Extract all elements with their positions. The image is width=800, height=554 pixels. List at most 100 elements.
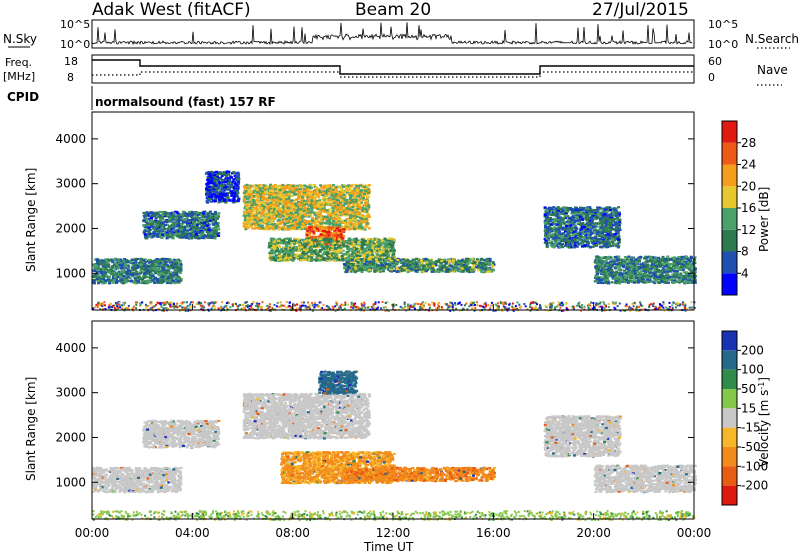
power-cell xyxy=(147,226,151,229)
power-cell xyxy=(345,207,349,210)
power-cell xyxy=(152,234,156,237)
power-cell xyxy=(294,220,298,223)
power-cell xyxy=(222,199,226,202)
power-cell xyxy=(181,210,185,213)
power-cell xyxy=(300,220,304,223)
power-cell xyxy=(323,234,327,237)
power-cell xyxy=(236,195,239,198)
power-cell xyxy=(325,243,329,246)
power-cell xyxy=(348,186,352,189)
power-cell xyxy=(202,210,206,213)
power-cell xyxy=(343,222,347,225)
power-cell xyxy=(228,199,232,202)
power-cell xyxy=(277,209,281,213)
power-cell xyxy=(318,199,322,202)
power-cell xyxy=(143,276,147,279)
power-cell xyxy=(334,234,338,237)
power-cell xyxy=(353,196,357,199)
power-cell xyxy=(281,214,285,217)
power-cell xyxy=(230,190,234,194)
power-cell xyxy=(302,212,306,215)
power-cell xyxy=(153,231,157,234)
power-cell xyxy=(230,182,234,185)
power-cell xyxy=(152,215,156,218)
power-cell xyxy=(345,218,349,221)
power-cell xyxy=(362,184,366,187)
power-cell xyxy=(228,179,232,182)
power-cell xyxy=(217,212,221,215)
power-cell xyxy=(305,185,309,188)
power-cell xyxy=(359,207,363,210)
power-cell xyxy=(341,199,345,202)
power-cell xyxy=(285,209,289,212)
power-cell xyxy=(331,228,335,231)
nsky-tick-top: 10^5 xyxy=(60,18,90,31)
power-cell xyxy=(125,270,129,273)
power-cell xyxy=(237,198,241,201)
power-cell xyxy=(244,226,248,229)
power-cell xyxy=(93,269,97,272)
power-cell xyxy=(126,279,130,282)
power-cell xyxy=(137,275,141,278)
power-cell xyxy=(364,224,368,227)
power-cell xyxy=(171,237,175,240)
power-cell xyxy=(354,226,358,229)
power-cell xyxy=(294,198,298,201)
power-cell xyxy=(316,204,320,207)
power-cell xyxy=(111,276,115,280)
power-cell xyxy=(331,186,335,189)
power-cell xyxy=(161,277,165,280)
power-cell xyxy=(365,225,369,228)
power-cell xyxy=(94,264,98,267)
power-cell xyxy=(214,212,218,215)
power-cell xyxy=(150,211,154,214)
power-cell xyxy=(271,202,275,205)
power-cell xyxy=(268,217,272,220)
power-cell xyxy=(155,258,159,261)
power-cell xyxy=(255,198,259,201)
power-cell xyxy=(347,226,351,229)
power-cell xyxy=(163,223,167,227)
power-cell xyxy=(341,237,345,240)
power-cell xyxy=(272,207,276,210)
power-cell xyxy=(264,189,268,192)
power-cell xyxy=(342,228,346,231)
power-cell xyxy=(321,243,325,246)
power-cell xyxy=(209,214,213,217)
power-cell xyxy=(113,275,117,279)
power-cell xyxy=(262,184,266,187)
power-cell xyxy=(295,215,299,218)
power-cell xyxy=(155,219,159,223)
power-cell xyxy=(271,197,275,200)
power-cell xyxy=(369,249,373,252)
power-cell xyxy=(332,236,336,239)
power-cell xyxy=(313,192,317,195)
power-cell xyxy=(337,213,341,216)
power-cell xyxy=(338,190,341,193)
power-cell xyxy=(283,222,287,225)
power-cell xyxy=(215,189,219,192)
power-cell xyxy=(218,181,221,184)
power-cell xyxy=(379,251,383,254)
power-cell xyxy=(190,212,194,215)
power-cell xyxy=(205,197,209,200)
power-cell xyxy=(253,192,257,195)
power-cell xyxy=(111,281,115,284)
power-cell xyxy=(110,271,114,274)
power-cell xyxy=(160,236,164,239)
power-cell xyxy=(171,218,175,221)
power-cell xyxy=(268,254,272,257)
power-cell xyxy=(343,256,347,259)
power-cell xyxy=(156,260,160,263)
power-cell xyxy=(159,218,162,221)
power-cell xyxy=(342,245,346,248)
power-cell xyxy=(310,196,314,199)
power-cell xyxy=(168,265,172,268)
power-cell xyxy=(211,235,215,238)
power-cell xyxy=(99,280,103,283)
power-cell xyxy=(167,219,171,222)
power-cell xyxy=(166,227,170,231)
power-cell xyxy=(180,224,184,227)
power-cell xyxy=(308,197,312,200)
nsearch-tick-top: 10^5 xyxy=(708,18,738,31)
